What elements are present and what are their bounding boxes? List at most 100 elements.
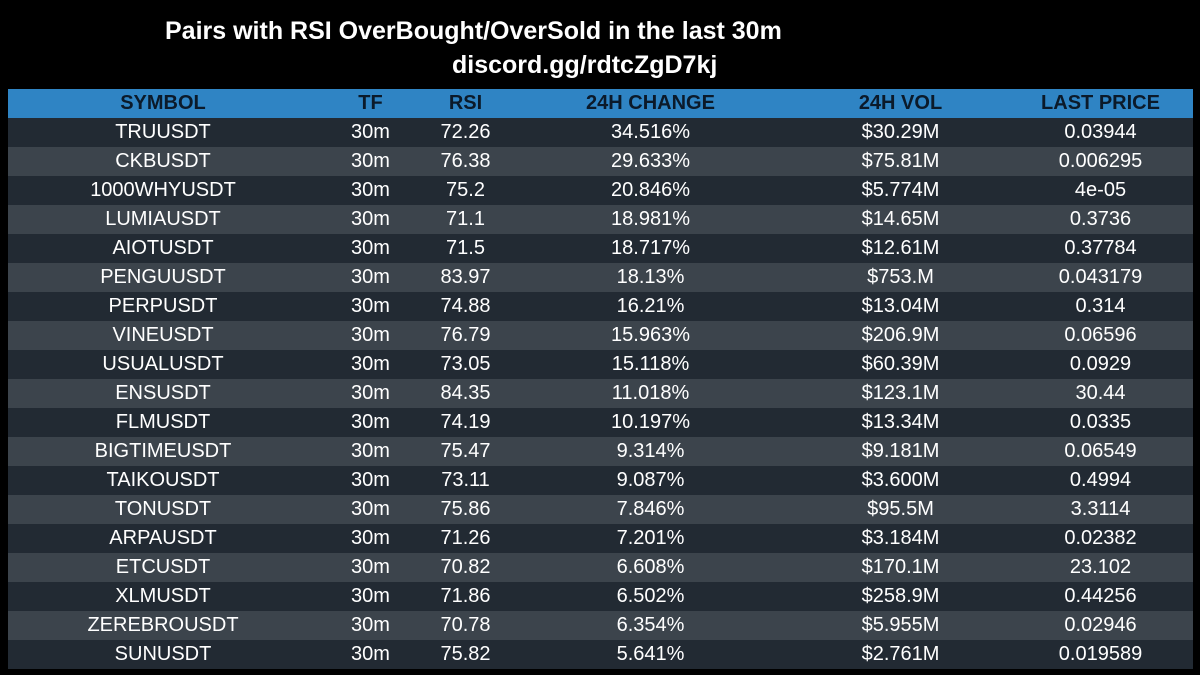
change-cell: 18.981%: [611, 208, 690, 230]
rsi-cell: 74.19: [440, 411, 491, 433]
tf-cell: 30m: [351, 469, 390, 491]
price-cell: 0.37784: [1064, 237, 1137, 259]
tf-cell: 30m: [351, 440, 390, 462]
table-row: VINEUSDT 30m 76.79 15.963% $206.9M 0.06596: [8, 321, 1193, 350]
table-body: TRUUSDT 30m 72.26 34.516% $30.29M 0.03944 CKBU…: [8, 118, 1193, 669]
column-header-24h-vol: 24H VOL: [858, 92, 943, 114]
rsi-cell: 70.78: [440, 614, 491, 636]
change-cell: 7.201%: [616, 527, 685, 549]
price-cell: 0.44256: [1064, 585, 1137, 607]
rsi-cell: 75.82: [440, 643, 491, 665]
table-row: ARPAUSDT 30m 71.26 7.201% $3.184M 0.02382: [8, 524, 1193, 553]
tf-cell: 30m: [351, 150, 390, 172]
price-cell: 0.02382: [1064, 527, 1137, 549]
table-row: USUALUSDT 30m 73.05 15.118% $60.39M 0.0929: [8, 350, 1193, 379]
volume-cell: $60.39M: [861, 353, 940, 375]
rsi-cell: 71.5: [446, 237, 485, 259]
symbol-cell: ETCUSDT: [115, 556, 211, 578]
table-row: SUNUSDT 30m 75.82 5.641% $2.761M 0.019589: [8, 640, 1193, 669]
tf-cell: 30m: [351, 643, 390, 665]
price-cell: 3.3114: [1070, 498, 1131, 520]
volume-cell: $258.9M: [861, 585, 940, 607]
change-cell: 6.354%: [616, 614, 685, 636]
rsi-cell: 83.97: [440, 266, 491, 288]
price-cell: 0.006295: [1058, 150, 1143, 172]
volume-cell: $95.5M: [867, 498, 934, 520]
volume-cell: $75.81M: [861, 150, 940, 172]
price-cell: 0.0929: [1069, 353, 1132, 375]
price-cell: 0.3736: [1069, 208, 1132, 230]
symbol-cell: ZEREBROUSDT: [87, 614, 239, 636]
change-cell: 34.516%: [611, 121, 690, 143]
symbol-cell: 1000WHYUSDT: [90, 179, 236, 201]
page-title: Pairs with RSI OverBought/OverSold in th…: [165, 17, 782, 45]
tf-cell: 30m: [351, 237, 390, 259]
symbol-cell: SUNUSDT: [114, 643, 212, 665]
change-cell: 6.502%: [616, 585, 685, 607]
tf-cell: 30m: [351, 266, 390, 288]
rsi-cell: 75.2: [446, 179, 485, 201]
rsi-cell: 73.05: [440, 353, 491, 375]
change-cell: 29.633%: [611, 150, 690, 172]
change-cell: 20.846%: [611, 179, 690, 201]
symbol-cell: PENGUUSDT: [100, 266, 226, 288]
table-row: ENSUSDT 30m 84.35 11.018% $123.1M 30.44: [8, 379, 1193, 408]
discord-link-text: discord.gg/rdtcZgD7kj: [452, 51, 718, 79]
symbol-cell: ARPAUSDT: [109, 527, 217, 549]
change-cell: 11.018%: [611, 382, 690, 404]
symbol-cell: CKBUSDT: [115, 150, 211, 172]
table-row: BIGTIMEUSDT 30m 75.47 9.314% $9.181M 0.06549: [8, 437, 1193, 466]
rsi-cell: 76.79: [440, 324, 491, 346]
tf-cell: 30m: [351, 208, 390, 230]
rsi-cell: 71.86: [440, 585, 491, 607]
symbol-cell: PERPUSDT: [108, 295, 218, 317]
volume-cell: $9.181M: [861, 440, 940, 462]
rsi-cell: 74.88: [440, 295, 491, 317]
price-cell: 0.06549: [1064, 440, 1137, 462]
change-cell: 16.21%: [616, 295, 685, 317]
symbol-cell: ENSUSDT: [115, 382, 211, 404]
tf-cell: 30m: [351, 527, 390, 549]
volume-cell: $123.1M: [861, 382, 940, 404]
change-cell: 15.118%: [611, 353, 690, 375]
rsi-cell: 71.26: [440, 527, 491, 549]
table-row: 1000WHYUSDT 30m 75.2 20.846% $5.774M 4e-05: [8, 176, 1193, 205]
symbol-cell: FLMUSDT: [115, 411, 211, 433]
change-cell: 18.13%: [616, 266, 685, 288]
price-cell: 0.02946: [1064, 614, 1137, 636]
tf-cell: 30m: [351, 295, 390, 317]
symbol-cell: TRUUSDT: [115, 121, 211, 143]
rsi-cell: 76.38: [440, 150, 491, 172]
tf-cell: 30m: [351, 382, 390, 404]
rsi-cell: 72.26: [440, 121, 491, 143]
table-row: TONUSDT 30m 75.86 7.846% $95.5M 3.3114: [8, 495, 1193, 524]
symbol-cell: TONUSDT: [114, 498, 212, 520]
price-cell: 4e-05: [1074, 179, 1127, 201]
change-cell: 15.963%: [611, 324, 690, 346]
volume-cell: $30.29M: [861, 121, 940, 143]
price-cell: 0.03944: [1064, 121, 1137, 143]
symbol-cell: VINEUSDT: [112, 324, 214, 346]
column-header-tf: TF: [358, 92, 383, 114]
table-row: AIOTUSDT 30m 71.5 18.717% $12.61M 0.37784: [8, 234, 1193, 263]
change-cell: 7.846%: [616, 498, 685, 520]
price-cell: 0.06596: [1064, 324, 1137, 346]
price-cell: 0.0335: [1069, 411, 1132, 433]
rsi-cell: 84.35: [440, 382, 491, 404]
change-cell: 18.717%: [611, 237, 690, 259]
table-row: ETCUSDT 30m 70.82 6.608% $170.1M 23.102: [8, 553, 1193, 582]
price-cell: 0.043179: [1058, 266, 1143, 288]
tf-cell: 30m: [351, 411, 390, 433]
tf-cell: 30m: [351, 121, 390, 143]
tf-cell: 30m: [351, 556, 390, 578]
rsi-cell: 70.82: [440, 556, 491, 578]
volume-cell: $2.761M: [861, 643, 940, 665]
tf-cell: 30m: [351, 498, 390, 520]
volume-cell: $5.774M: [861, 179, 940, 201]
volume-cell: $206.9M: [861, 324, 940, 346]
volume-cell: $12.61M: [861, 237, 940, 259]
table-row: XLMUSDT 30m 71.86 6.502% $258.9M 0.44256: [8, 582, 1193, 611]
volume-cell: $5.955M: [861, 614, 940, 636]
tf-cell: 30m: [351, 585, 390, 607]
price-cell: 30.44: [1075, 382, 1126, 404]
